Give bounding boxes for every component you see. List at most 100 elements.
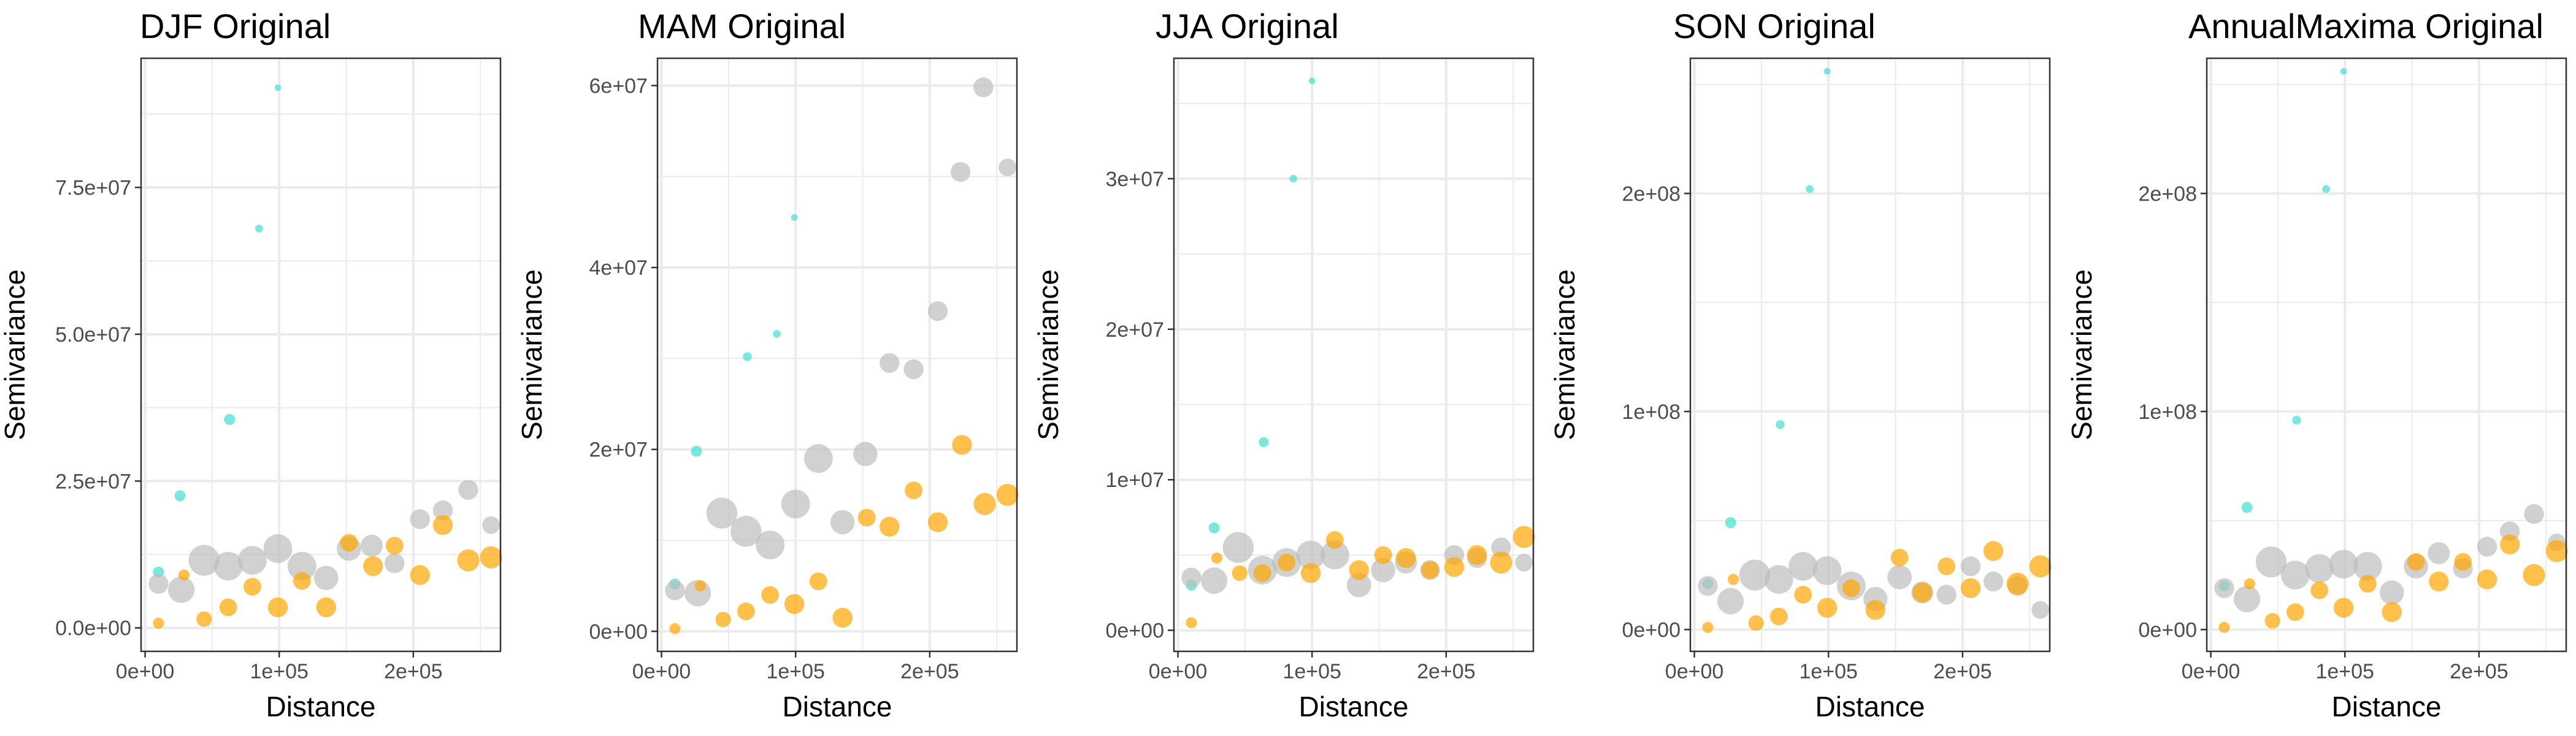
data-point (999, 158, 1017, 177)
data-point (267, 597, 288, 618)
y-tick-label: 2.5e+07 (55, 470, 131, 493)
x-axis-title: Distance (783, 691, 892, 723)
data-point (2214, 578, 2234, 599)
x-axis-title: Distance (1815, 691, 1925, 723)
data-point (1788, 551, 1818, 581)
data-point (2499, 534, 2520, 554)
data-point (1253, 564, 1271, 582)
data-point (2322, 185, 2330, 193)
data-point (1698, 576, 1718, 596)
data-point (809, 572, 827, 591)
data-point (1983, 541, 2004, 561)
data-point (927, 512, 948, 532)
data-point (410, 509, 431, 529)
data-point (743, 352, 752, 361)
data-point (1748, 615, 1764, 631)
data-point (2264, 613, 2280, 629)
data-point (1776, 420, 1785, 429)
data-point (2029, 555, 2052, 578)
data-point (458, 480, 478, 500)
data-point (363, 556, 383, 577)
y-tick-label: 0e+00 (1106, 619, 1165, 643)
data-point (1181, 567, 1202, 588)
y-tick-label: 5.0e+07 (55, 323, 131, 347)
data-point (1890, 548, 1909, 567)
data-point (361, 534, 383, 557)
x-tick-label: 0e+00 (1665, 660, 1724, 683)
data-point (1865, 600, 1885, 620)
data-point (1842, 579, 1860, 597)
data-point (1346, 573, 1371, 597)
data-point (340, 534, 358, 552)
data-point (480, 546, 502, 569)
y-tick-label: 1e+08 (1622, 401, 1681, 424)
data-point (2310, 581, 2329, 599)
data-point (213, 551, 243, 581)
data-point (1769, 607, 1788, 626)
data-point (178, 569, 190, 581)
data-point (2031, 601, 2050, 619)
data-point (773, 330, 781, 338)
data-point (1817, 597, 1838, 618)
x-tick-label: 2e+05 (1417, 660, 1476, 683)
data-point (803, 444, 833, 473)
data-point (1421, 561, 1439, 579)
data-point (1725, 517, 1736, 529)
data-point (706, 497, 738, 529)
data-point (1764, 565, 1793, 594)
data-point (853, 442, 878, 466)
panel-border (1689, 57, 2051, 653)
data-point (905, 481, 923, 499)
y-tick-label: 1e+08 (2139, 401, 2198, 424)
x-tick-label: 2e+05 (2450, 660, 2509, 683)
data-point (1739, 559, 1771, 591)
data-point (2006, 572, 2029, 595)
x-tick-label: 2e+05 (384, 660, 443, 683)
data-point (2454, 553, 2472, 571)
y-tick-label: 2e+08 (1622, 182, 1681, 205)
data-point (482, 516, 500, 534)
data-point (1960, 556, 1981, 577)
data-point (1717, 588, 1744, 615)
x-axis-title: Distance (1299, 691, 1409, 723)
x-tick-label: 1e+05 (2315, 660, 2374, 683)
data-point (385, 537, 404, 555)
data-point (2429, 572, 2449, 592)
data-point (2379, 580, 2404, 605)
y-axis-title: Semivariance (1549, 269, 1581, 440)
data-point (1320, 540, 1349, 570)
panel-border (656, 57, 1018, 653)
data-point (2382, 602, 2402, 623)
data-point (857, 508, 876, 527)
data-point (2477, 569, 2497, 589)
y-tick-label: 0.0e+00 (55, 617, 131, 640)
data-point (2353, 551, 2382, 581)
data-point (1208, 522, 1220, 534)
data-point (715, 611, 731, 627)
data-point (950, 162, 971, 182)
data-point (1289, 175, 1297, 183)
data-point (880, 353, 900, 374)
data-point (2241, 502, 2253, 513)
data-point (1300, 563, 1321, 583)
panel-title: AnnualMaxima Original (2188, 7, 2543, 45)
data-point (756, 531, 785, 559)
data-point (2218, 621, 2230, 633)
data-point (791, 214, 798, 221)
panel-border (140, 57, 502, 653)
data-point (691, 445, 702, 457)
x-tick-label: 0e+00 (632, 660, 691, 683)
x-tick-label: 1e+05 (1282, 660, 1341, 683)
data-point (224, 413, 236, 425)
y-tick-label: 7.5e+07 (55, 177, 131, 200)
data-point (1912, 582, 1933, 603)
data-point (1960, 578, 1981, 599)
data-point (781, 489, 810, 519)
data-point (255, 224, 263, 232)
data-point (1812, 556, 1842, 585)
data-point (2280, 561, 2310, 589)
data-point (2545, 540, 2568, 562)
data-point (730, 516, 762, 547)
data-point (385, 553, 405, 573)
data-point (880, 516, 900, 537)
